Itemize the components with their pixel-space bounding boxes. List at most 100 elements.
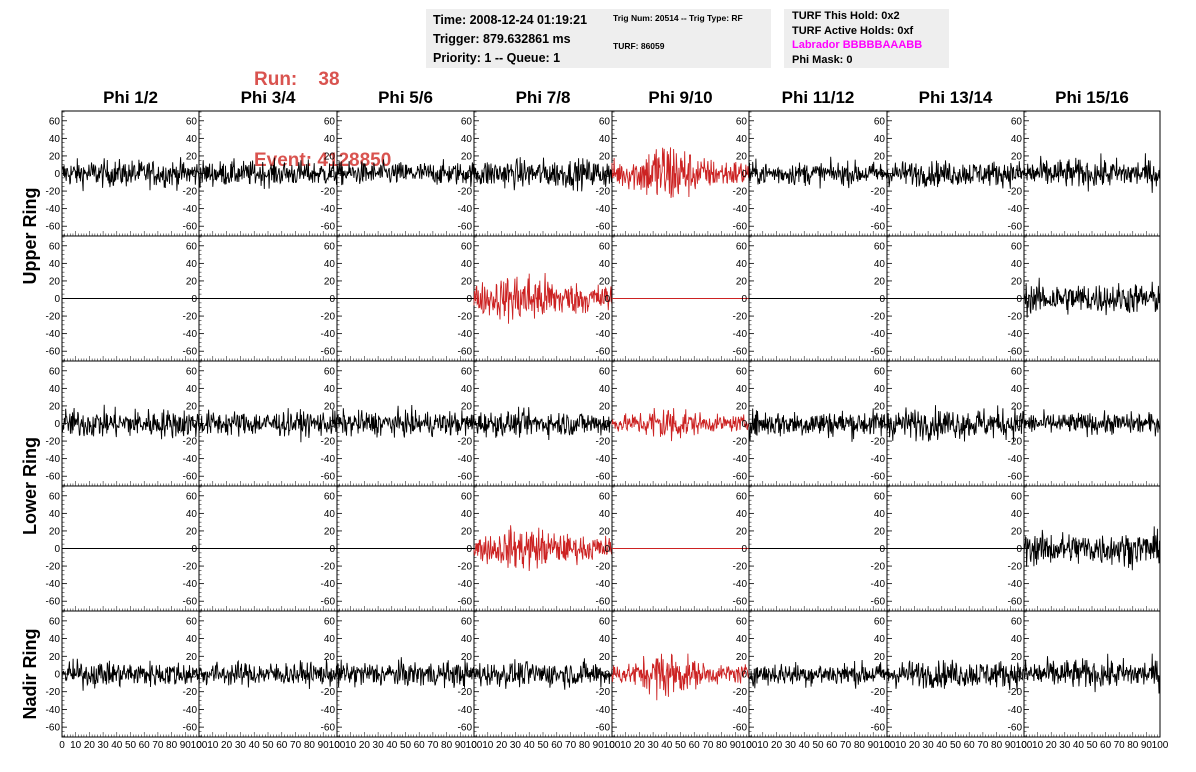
y-tick-label: -60 [458,597,473,608]
y-tick-label: 20 [49,151,61,162]
x-tick-label: 70 [152,740,164,751]
y-tick-label: 60 [736,616,748,627]
y-tick-label: 20 [874,652,886,663]
panel-frame [473,235,613,362]
y-tick-label: -60 [871,597,886,608]
waveform-trace [1023,526,1161,571]
y-tick-label: 20 [49,526,61,537]
x-tick-label: 10 [70,740,82,751]
y-tick-label: 20 [461,276,473,287]
y-tick-label: 40 [461,134,473,145]
x-tick-label: 90 [455,740,467,751]
y-tick-label: -20 [321,312,336,323]
y-tick-label: 60 [461,116,473,127]
waveform-trace [336,404,475,438]
y-tick-label: 0 [741,544,747,555]
y-tick-label: 40 [461,384,473,395]
waveform-trace [748,156,888,189]
waveform-trace [198,157,338,190]
y-tick-label: -20 [458,187,473,198]
waveform-trace [1023,277,1161,318]
y-tick-label: 60 [461,491,473,502]
y-tick-label: -60 [871,723,886,734]
y-tick-label: -60 [183,723,198,734]
y-tick-label: -20 [596,437,611,448]
y-tick-label: 40 [324,259,336,270]
y-tick-label: -40 [733,454,748,465]
y-tick-label: -20 [458,437,473,448]
x-tick-label: 70 [840,740,852,751]
x-tick-label: 60 [964,740,976,751]
y-tick-label: 0 [54,169,60,180]
x-tick-label: 0 [196,740,202,751]
y-tick-label: 0 [604,294,610,305]
y-tick-label: -40 [183,705,198,716]
x-tick-label: 100 [879,740,896,751]
priority-label: Priority: 1 -- Queue: 1 [433,51,561,65]
y-tick-label: 60 [736,491,748,502]
column-header: Phi 13/14 [919,88,993,107]
y-tick-label: 60 [324,366,336,377]
y-tick-label: 20 [324,401,336,412]
y-tick-label: -20 [871,437,886,448]
y-tick-label: 40 [736,259,748,270]
x-tick-label: 10 [895,740,907,751]
y-tick-label: -60 [733,222,748,233]
x-tick-label: 50 [262,740,274,751]
y-tick-label: -40 [458,579,473,590]
y-tick-label: 20 [874,401,886,412]
y-tick-label: 40 [874,384,886,395]
x-tick-label: 40 [249,740,261,751]
x-tick-label: 10 [207,740,219,751]
y-tick-label: 60 [324,491,336,502]
y-tick-label: 20 [324,276,336,287]
y-tick-label: 20 [461,652,473,663]
column-header: Phi 1/2 [103,88,158,107]
y-tick-label: 40 [874,259,886,270]
y-tick-label: 60 [599,116,611,127]
y-tick-label: -40 [321,705,336,716]
y-tick-label: 0 [879,670,885,681]
y-tick-label: 40 [49,384,61,395]
y-tick-label: 20 [49,276,61,287]
y-tick-label: 0 [604,419,610,430]
y-tick-label: 0 [604,670,610,681]
y-tick-label: 60 [49,116,61,127]
y-tick-label: -40 [871,705,886,716]
y-tick-label: 20 [186,401,198,412]
y-tick-label: -40 [458,454,473,465]
y-tick-label: -20 [183,312,198,323]
y-tick-label: -60 [871,222,886,233]
y-tick-label: 60 [599,241,611,252]
y-tick-label: 20 [599,151,611,162]
y-tick-label: -60 [596,472,611,483]
y-tick-label: -60 [596,222,611,233]
y-tick-label: 20 [186,652,198,663]
y-tick-label: -20 [596,312,611,323]
y-tick-label: -40 [871,329,886,340]
y-tick-label: 20 [49,652,61,663]
waveform-trace [61,658,200,691]
x-tick-label: 50 [675,740,687,751]
x-tick-label: 20 [496,740,508,751]
y-tick-label: -40 [321,454,336,465]
x-tick-label: 90 [1005,740,1017,751]
y-tick-label: 40 [49,634,61,645]
y-tick-label: 20 [599,276,611,287]
y-tick-label: -60 [321,723,336,734]
x-tick-label: 100 [329,740,346,751]
waveform-trace [886,160,1025,189]
y-tick-label: -60 [871,472,886,483]
y-tick-label: 20 [324,151,336,162]
y-tick-label: 40 [599,134,611,145]
y-tick-label: -60 [1008,222,1023,233]
y-tick-label: 0 [604,169,610,180]
y-tick-label: -60 [321,597,336,608]
y-tick-label: 20 [186,526,198,537]
x-tick-label: 30 [98,740,110,751]
y-tick-label: -60 [733,472,748,483]
y-tick-label: -40 [183,204,198,215]
x-tick-label: 40 [936,740,948,751]
waveform-trace [1023,153,1161,193]
x-tick-label: 0 [471,740,477,751]
